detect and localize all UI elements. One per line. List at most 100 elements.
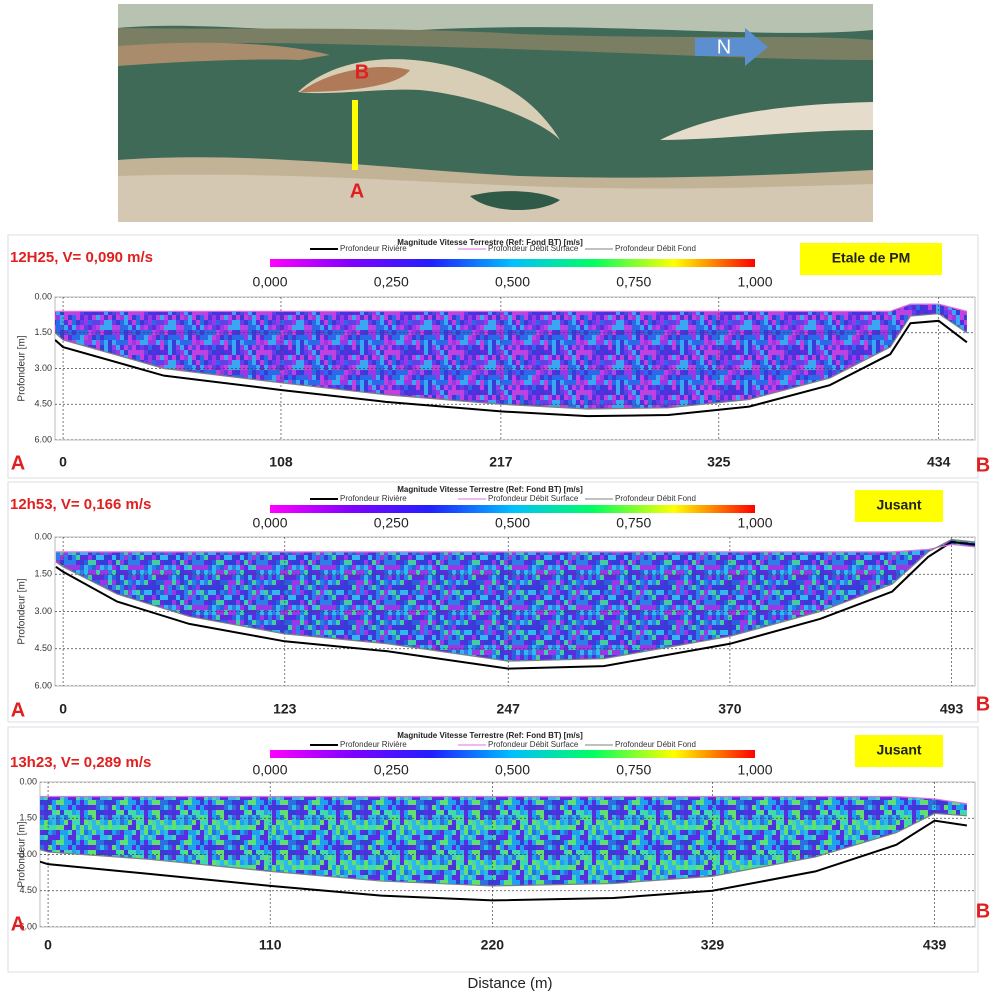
y-tick-label: 4.50 <box>34 399 52 409</box>
end-label: B <box>976 693 990 715</box>
x-tick-label: 370 <box>718 701 742 717</box>
legend-label: Profondeur Débit Fond <box>615 244 696 253</box>
y-tick-label: 0.00 <box>34 291 52 301</box>
x-tick-label: 110 <box>259 937 282 953</box>
annotation-box <box>855 490 943 522</box>
y-tick-label: 6.00 <box>34 434 52 444</box>
y-tick-label: 1.50 <box>34 569 52 579</box>
y-tick-label: 0.00 <box>34 531 52 541</box>
legend-label: Profondeur Débit Surface <box>488 494 579 503</box>
y-axis-label: Profondeur [m] <box>17 821 28 887</box>
depth-line <box>40 819 968 902</box>
y-tick-label: 4.50 <box>34 643 52 653</box>
colorbar-title: Magnitude Vitesse Terrestre (Ref: Fond B… <box>397 731 583 740</box>
y-axis-label: Profondeur [m] <box>17 335 28 401</box>
depth-line <box>55 313 968 410</box>
colorbar-tick-label: 0,000 <box>252 515 287 531</box>
x-tick-label: 329 <box>701 937 725 953</box>
plot-content <box>40 782 975 927</box>
colorbar-tick-label: 0,000 <box>252 274 287 290</box>
colorbar-tick-label: 1,000 <box>737 515 772 531</box>
annotation-box <box>800 243 942 275</box>
x-tick-label: 123 <box>273 701 297 717</box>
colorbar-tick-label: 1,000 <box>737 274 772 290</box>
depth-line <box>55 540 975 670</box>
depth-line <box>40 812 967 887</box>
chart-panel: 12H25, V= 0,090 m/s Etale de PM Magnitude … <box>7 234 990 479</box>
chart-title: 12H25, V= 0,090 m/s <box>10 249 153 266</box>
colorbar-tick-label: 0,500 <box>495 274 530 290</box>
x-tick-label: 0 <box>59 454 67 470</box>
chart-panel: 13h23, V= 0,289 m/s Jusant Magnitude Vites… <box>7 726 990 973</box>
x-tick-label: 325 <box>707 454 731 470</box>
colorbar-tick-label: 0,750 <box>616 515 651 531</box>
y-tick-label: 1.50 <box>34 327 52 337</box>
colorbar <box>270 505 755 513</box>
chart-title: 13h23, V= 0,289 m/s <box>10 754 151 771</box>
colorbar-tick-label: 0,750 <box>616 762 651 778</box>
chart-panel: 12h53, V= 0,166 m/s Jusant Magnitude Vites… <box>7 481 990 723</box>
x-tick-label: 0 <box>59 701 67 717</box>
colorbar-tick-label: 0,750 <box>616 274 651 290</box>
colorbar <box>270 750 755 758</box>
y-tick-label: 3.00 <box>34 363 52 373</box>
colorbar-title: Magnitude Vitesse Terrestre (Ref: Fond B… <box>397 485 583 494</box>
y-tick-label: 6.00 <box>34 680 52 690</box>
x-axis-label: Distance (m) <box>467 975 552 992</box>
annotation: Jusant <box>876 742 921 758</box>
y-tick-label: 4.50 <box>19 885 37 895</box>
legend-label: Profondeur Rivière <box>340 740 407 749</box>
colorbar-tick-label: 0,250 <box>374 274 409 290</box>
colorbar-tick-label: 0,500 <box>495 515 530 531</box>
map-label: B <box>355 61 369 83</box>
y-tick-label: 3.00 <box>34 606 52 616</box>
depth-line <box>55 303 968 312</box>
start-label: A <box>11 699 25 721</box>
aerial-map: B A N <box>118 4 873 222</box>
legend-label: Profondeur Rivière <box>340 494 407 503</box>
y-tick-label: 6.00 <box>19 921 37 931</box>
start-label: A <box>11 913 25 935</box>
x-tick-label: 217 <box>489 454 513 470</box>
velocity-field <box>40 796 967 886</box>
north-arrow-label: N <box>717 36 731 58</box>
depth-line <box>55 543 975 553</box>
legend-label: Profondeur Débit Surface <box>488 244 579 253</box>
y-tick-label: 1.50 <box>19 813 37 823</box>
legend-label: Profondeur Rivière <box>340 244 407 253</box>
legend-label: Profondeur Débit Fond <box>615 494 696 503</box>
end-label: B <box>976 454 990 476</box>
x-tick-label: 434 <box>927 454 951 470</box>
plot-content <box>55 537 975 686</box>
map-label: A <box>350 180 364 202</box>
annotation: Etale de PM <box>832 250 911 266</box>
x-tick-label: 220 <box>481 937 505 953</box>
depth-line <box>40 795 968 805</box>
annotation-box <box>855 735 943 767</box>
velocity-field <box>55 539 975 662</box>
x-tick-label: 0 <box>44 937 52 953</box>
colorbar-tick-label: 0,250 <box>374 515 409 531</box>
y-tick-label: 0.00 <box>19 776 37 786</box>
colorbar-tick-label: 0,000 <box>252 762 287 778</box>
end-label: B <box>976 900 990 922</box>
colorbar-title: Magnitude Vitesse Terrestre (Ref: Fond B… <box>397 238 583 247</box>
colorbar-tick-label: 1,000 <box>737 762 772 778</box>
start-label: A <box>11 452 25 474</box>
depth-line <box>55 538 975 662</box>
colorbar <box>270 259 755 267</box>
x-tick-label: 439 <box>923 937 947 953</box>
plot-content <box>55 297 975 440</box>
x-tick-label: 493 <box>940 701 964 717</box>
x-tick-label: 108 <box>269 454 293 470</box>
y-tick-label: 3.00 <box>19 849 37 859</box>
depth-line <box>55 319 968 418</box>
annotation: Jusant <box>876 497 921 513</box>
colorbar-tick-label: 0,500 <box>495 762 530 778</box>
legend-label: Profondeur Débit Surface <box>488 740 579 749</box>
y-axis-label: Profondeur [m] <box>17 578 28 644</box>
x-tick-label: 247 <box>497 701 521 717</box>
legend-label: Profondeur Débit Fond <box>615 740 696 749</box>
colorbar-tick-label: 0,250 <box>374 762 409 778</box>
